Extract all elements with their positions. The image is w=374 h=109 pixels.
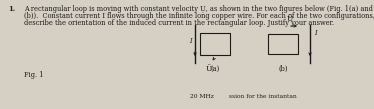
Bar bbox=[200, 33, 230, 55]
Text: (a): (a) bbox=[210, 65, 220, 73]
Text: 1.: 1. bbox=[8, 5, 15, 13]
Text: (b)).  Constant current I flows through the infinite long copper wire. For each : (b)). Constant current I flows through t… bbox=[24, 12, 374, 20]
Text: Fig. 1: Fig. 1 bbox=[24, 71, 43, 79]
Text: I: I bbox=[314, 29, 316, 37]
Text: I: I bbox=[189, 37, 191, 45]
Text: Ü: Ü bbox=[206, 65, 212, 73]
Bar bbox=[268, 34, 298, 54]
Text: 20 MHz        ssion for the instantan: 20 MHz ssion for the instantan bbox=[190, 94, 297, 99]
Text: (b): (b) bbox=[278, 65, 288, 73]
Text: A rectangular loop is moving with constant velocity Ụ, as shown in the two figur: A rectangular loop is moving with consta… bbox=[24, 5, 373, 13]
Text: Ü: Ü bbox=[287, 15, 293, 23]
Text: describe the orientation of the induced current in the rectangular loop. Justify: describe the orientation of the induced … bbox=[24, 19, 334, 27]
